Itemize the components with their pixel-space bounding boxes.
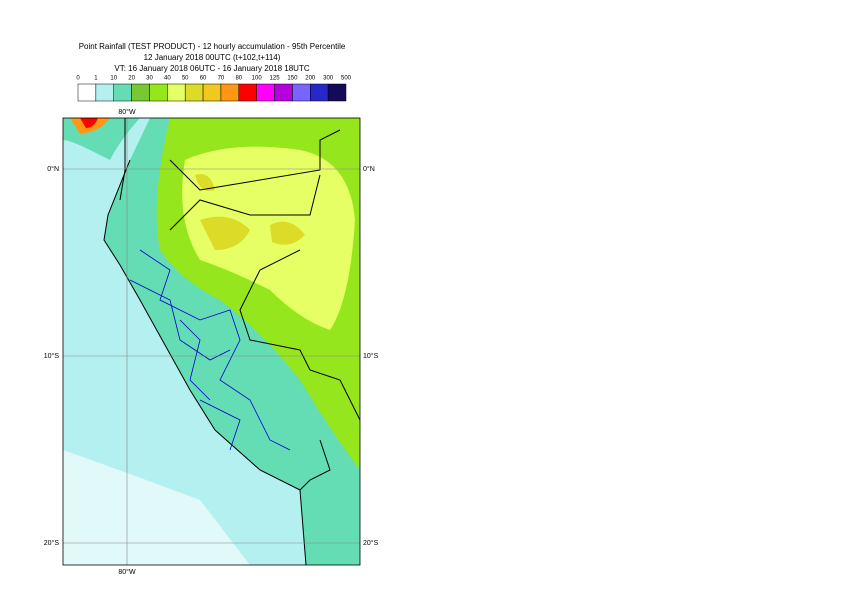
rain-area [182, 146, 355, 330]
legend-swatch [131, 83, 150, 102]
dry-ocean [63, 450, 250, 565]
legend: 0 1 10 20 30 40 50 60 70 80 100 125 150 200 300 500 [76, 76, 352, 102]
valid-time: VT: 16 January 2018 06UTC - 16 January 2… [114, 64, 309, 73]
border [119, 118, 360, 491]
legend-label: 80 [235, 76, 242, 82]
legend-label: 500 [341, 76, 352, 82]
legend-swatch [256, 83, 275, 102]
legend-swatch [238, 83, 257, 102]
base-time: 12 January 2018 00UTC (t+102,t+114) [144, 53, 281, 62]
legend-label: 60 [200, 76, 207, 82]
legend-label: 30 [146, 76, 153, 82]
legend-label: 10 [110, 76, 117, 82]
legend-swatch [95, 83, 114, 102]
rain-area [80, 118, 98, 128]
legend-label: 200 [305, 76, 316, 82]
graticule [63, 118, 360, 565]
legend-label: 70 [218, 76, 225, 82]
legend-swatch [292, 83, 311, 102]
lon-label: 80°W [118, 568, 136, 576]
legend-swatch [310, 83, 329, 102]
lat-label: 20°S [44, 539, 60, 547]
rain-area [195, 174, 305, 250]
legend-swatch [202, 83, 222, 102]
title: Point Rainfall (TEST PRODUCT) - 12 hourl… [79, 42, 346, 51]
lat-label: 0°N [47, 165, 59, 173]
legend-swatch [113, 83, 132, 102]
lon-label: 80°W [118, 108, 136, 116]
legend-label: 40 [164, 76, 171, 82]
legend-label: 1 [94, 76, 98, 82]
map-frame [62, 117, 361, 566]
map [63, 118, 360, 565]
legend-swatch [77, 83, 97, 102]
lat-label: 0°N [363, 165, 375, 173]
legend-label: 300 [323, 76, 334, 82]
legend-label: 125 [270, 76, 281, 82]
legend-label: 150 [287, 76, 298, 82]
region-border [129, 249, 291, 451]
legend-label: 50 [182, 76, 189, 82]
legend-label: 0 [76, 76, 80, 82]
legend-swatch [327, 83, 347, 102]
legend-label: 100 [252, 76, 263, 82]
lat-label: 20°S [363, 539, 379, 547]
legend-label: 20 [128, 76, 135, 82]
legend-swatch [184, 83, 204, 102]
lat-label: 10°S [44, 352, 60, 360]
legend-swatch [149, 83, 168, 102]
legend-swatch [220, 83, 240, 102]
legend-swatch [167, 83, 186, 102]
coastline [103, 159, 307, 565]
lat-label: 10°S [363, 352, 379, 360]
legend-swatch [274, 83, 293, 102]
